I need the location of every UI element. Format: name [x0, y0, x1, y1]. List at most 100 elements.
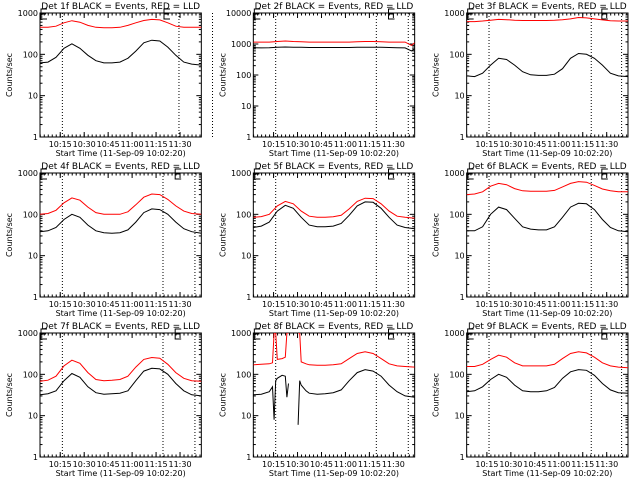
x-tick-label: 10:45: [97, 300, 120, 309]
x-tick-label: 10:15: [262, 140, 285, 149]
e-marker: [40, 8, 47, 20]
x-axis-label: Start Time (11-Sep-09 10:02:20): [56, 149, 186, 158]
chart-title: Det 2f BLACK = Events, RED = LLD: [255, 2, 414, 12]
y-tick-label: 10: [241, 412, 251, 421]
x-tick-label: 11:30: [169, 300, 192, 309]
y-axis-label: Counts/sec: [432, 213, 441, 257]
e-marker: [40, 168, 47, 180]
y-tick-label: 1000: [231, 329, 251, 338]
x-tick-label: 10:45: [523, 460, 546, 469]
x-tick-label: 11:15: [358, 460, 381, 469]
series-line-events: [40, 208, 202, 234]
e-marker: [467, 168, 474, 180]
x-tick-label: 10:30: [286, 460, 309, 469]
e-marker: [174, 168, 182, 180]
y-tick-label: 1000: [444, 329, 464, 338]
x-tick-label: 10:15: [475, 460, 498, 469]
y-tick-label: 10: [454, 252, 464, 261]
x-tick-label: 10:15: [262, 300, 285, 309]
plot-frame: [466, 172, 629, 298]
x-tick-label: 10:30: [73, 140, 96, 149]
plot-frame: [252, 12, 416, 138]
y-tick-label: 1: [246, 293, 251, 302]
x-tick-label: 11:15: [571, 460, 594, 469]
x-tick-label: 11:00: [334, 460, 357, 469]
y-tick-label: 1: [460, 293, 465, 302]
y-tick-label: 10000: [226, 9, 251, 18]
y-tick-label: 1: [460, 453, 465, 462]
plot-frame: [39, 172, 202, 298]
x-tick-label: 11:00: [547, 460, 570, 469]
e-marker: [253, 168, 261, 180]
subplot-3: Det 3f BLACK = Events, RED = LLD 1 10 100 10…: [432, 2, 629, 158]
series-line-events: [253, 369, 415, 425]
plot-frame: [39, 12, 202, 138]
x-axis-label: Start Time (11-Sep-09 10:02:20): [269, 149, 399, 158]
x-tick-label: 11:00: [547, 140, 570, 149]
subplot-6: Det 6f BLACK = Events, RED = LLD 1 10 100 10…: [432, 162, 629, 318]
x-tick-label: 11:00: [121, 140, 144, 149]
x-tick-label: 11:15: [571, 300, 594, 309]
series-line-events: [40, 367, 202, 397]
x-tick-label: 10:45: [310, 300, 333, 309]
x-tick-label: 11:00: [121, 300, 144, 309]
series-line-lld: [466, 181, 628, 196]
subplot-8: Det 8f BLACK = Events, RED = LLD 1 10 100 10…: [218, 322, 416, 478]
series-line-events: [466, 52, 628, 78]
x-tick-label: 10:15: [49, 140, 72, 149]
x-tick-label: 10:15: [49, 460, 72, 469]
series-line-events: [40, 39, 202, 66]
subplot-4: Det 4f BLACK = Events, RED = LLD 1 10 100 10…: [5, 162, 202, 318]
e-marker: [253, 8, 261, 20]
x-tick-label: 11:30: [595, 300, 618, 309]
series-line-events: [466, 369, 628, 394]
plot-frame: [466, 332, 629, 458]
x-tick-label: 11:00: [547, 300, 570, 309]
x-tick-label: 11:15: [145, 140, 168, 149]
y-tick-label: 1000: [18, 169, 38, 178]
y-tick-label: 1000: [18, 329, 38, 338]
y-tick-label: 100: [449, 50, 464, 59]
chart-title: Det 9f BLACK = Events, RED = LLD: [468, 322, 627, 332]
y-tick-label: 100: [23, 210, 38, 219]
y-tick-label: 1: [246, 453, 251, 462]
e-marker: [174, 328, 182, 340]
subplot-2: Det 2f BLACK = Events, RED = LLD 1 10 100 10…: [218, 2, 416, 158]
e-marker: [601, 8, 608, 20]
x-tick-label: 10:30: [499, 140, 522, 149]
y-axis-label: Counts/sec: [5, 53, 14, 97]
e-marker: [467, 328, 474, 340]
x-tick-label: 10:30: [499, 460, 522, 469]
x-axis-label: Start Time (11-Sep-09 10:02:20): [56, 469, 186, 478]
subplot-5: Det 5f BLACK = Events, RED = LLD 1 10 100 10…: [218, 162, 416, 318]
y-axis-label: Counts/sec: [218, 213, 227, 257]
y-tick-label: 1: [33, 453, 38, 462]
x-tick-label: 11:00: [334, 300, 357, 309]
series-line-events: [466, 202, 628, 233]
y-tick-label: 100: [449, 370, 464, 379]
y-tick-label: 1: [246, 133, 251, 142]
series-line-lld: [466, 16, 628, 23]
x-tick-label: 11:00: [334, 140, 357, 149]
y-tick-label: 1000: [231, 40, 251, 49]
x-tick-label: 10:15: [49, 300, 72, 309]
x-tick-label: 10:30: [73, 460, 96, 469]
e-marker: [601, 328, 608, 340]
x-axis-label: Start Time (11-Sep-09 10:02:20): [482, 149, 612, 158]
e-marker: [163, 8, 170, 20]
y-tick-label: 1000: [444, 9, 464, 18]
chart-title: Det 1f BLACK = Events, RED = LLD: [41, 2, 200, 12]
x-tick-label: 11:30: [595, 140, 618, 149]
x-tick-label: 11:15: [358, 300, 381, 309]
x-tick-label: 11:30: [382, 300, 405, 309]
y-tick-label: 10: [241, 102, 251, 111]
y-tick-label: 1: [460, 133, 465, 142]
x-tick-label: 10:30: [286, 300, 309, 309]
y-tick-label: 1000: [231, 169, 251, 178]
x-tick-label: 11:30: [382, 140, 405, 149]
x-tick-label: 10:45: [310, 140, 333, 149]
y-tick-label: 1000: [18, 9, 38, 18]
y-tick-label: 10: [454, 412, 464, 421]
series-line-lld: [40, 193, 202, 215]
y-axis-label: Counts/sec: [5, 373, 14, 417]
